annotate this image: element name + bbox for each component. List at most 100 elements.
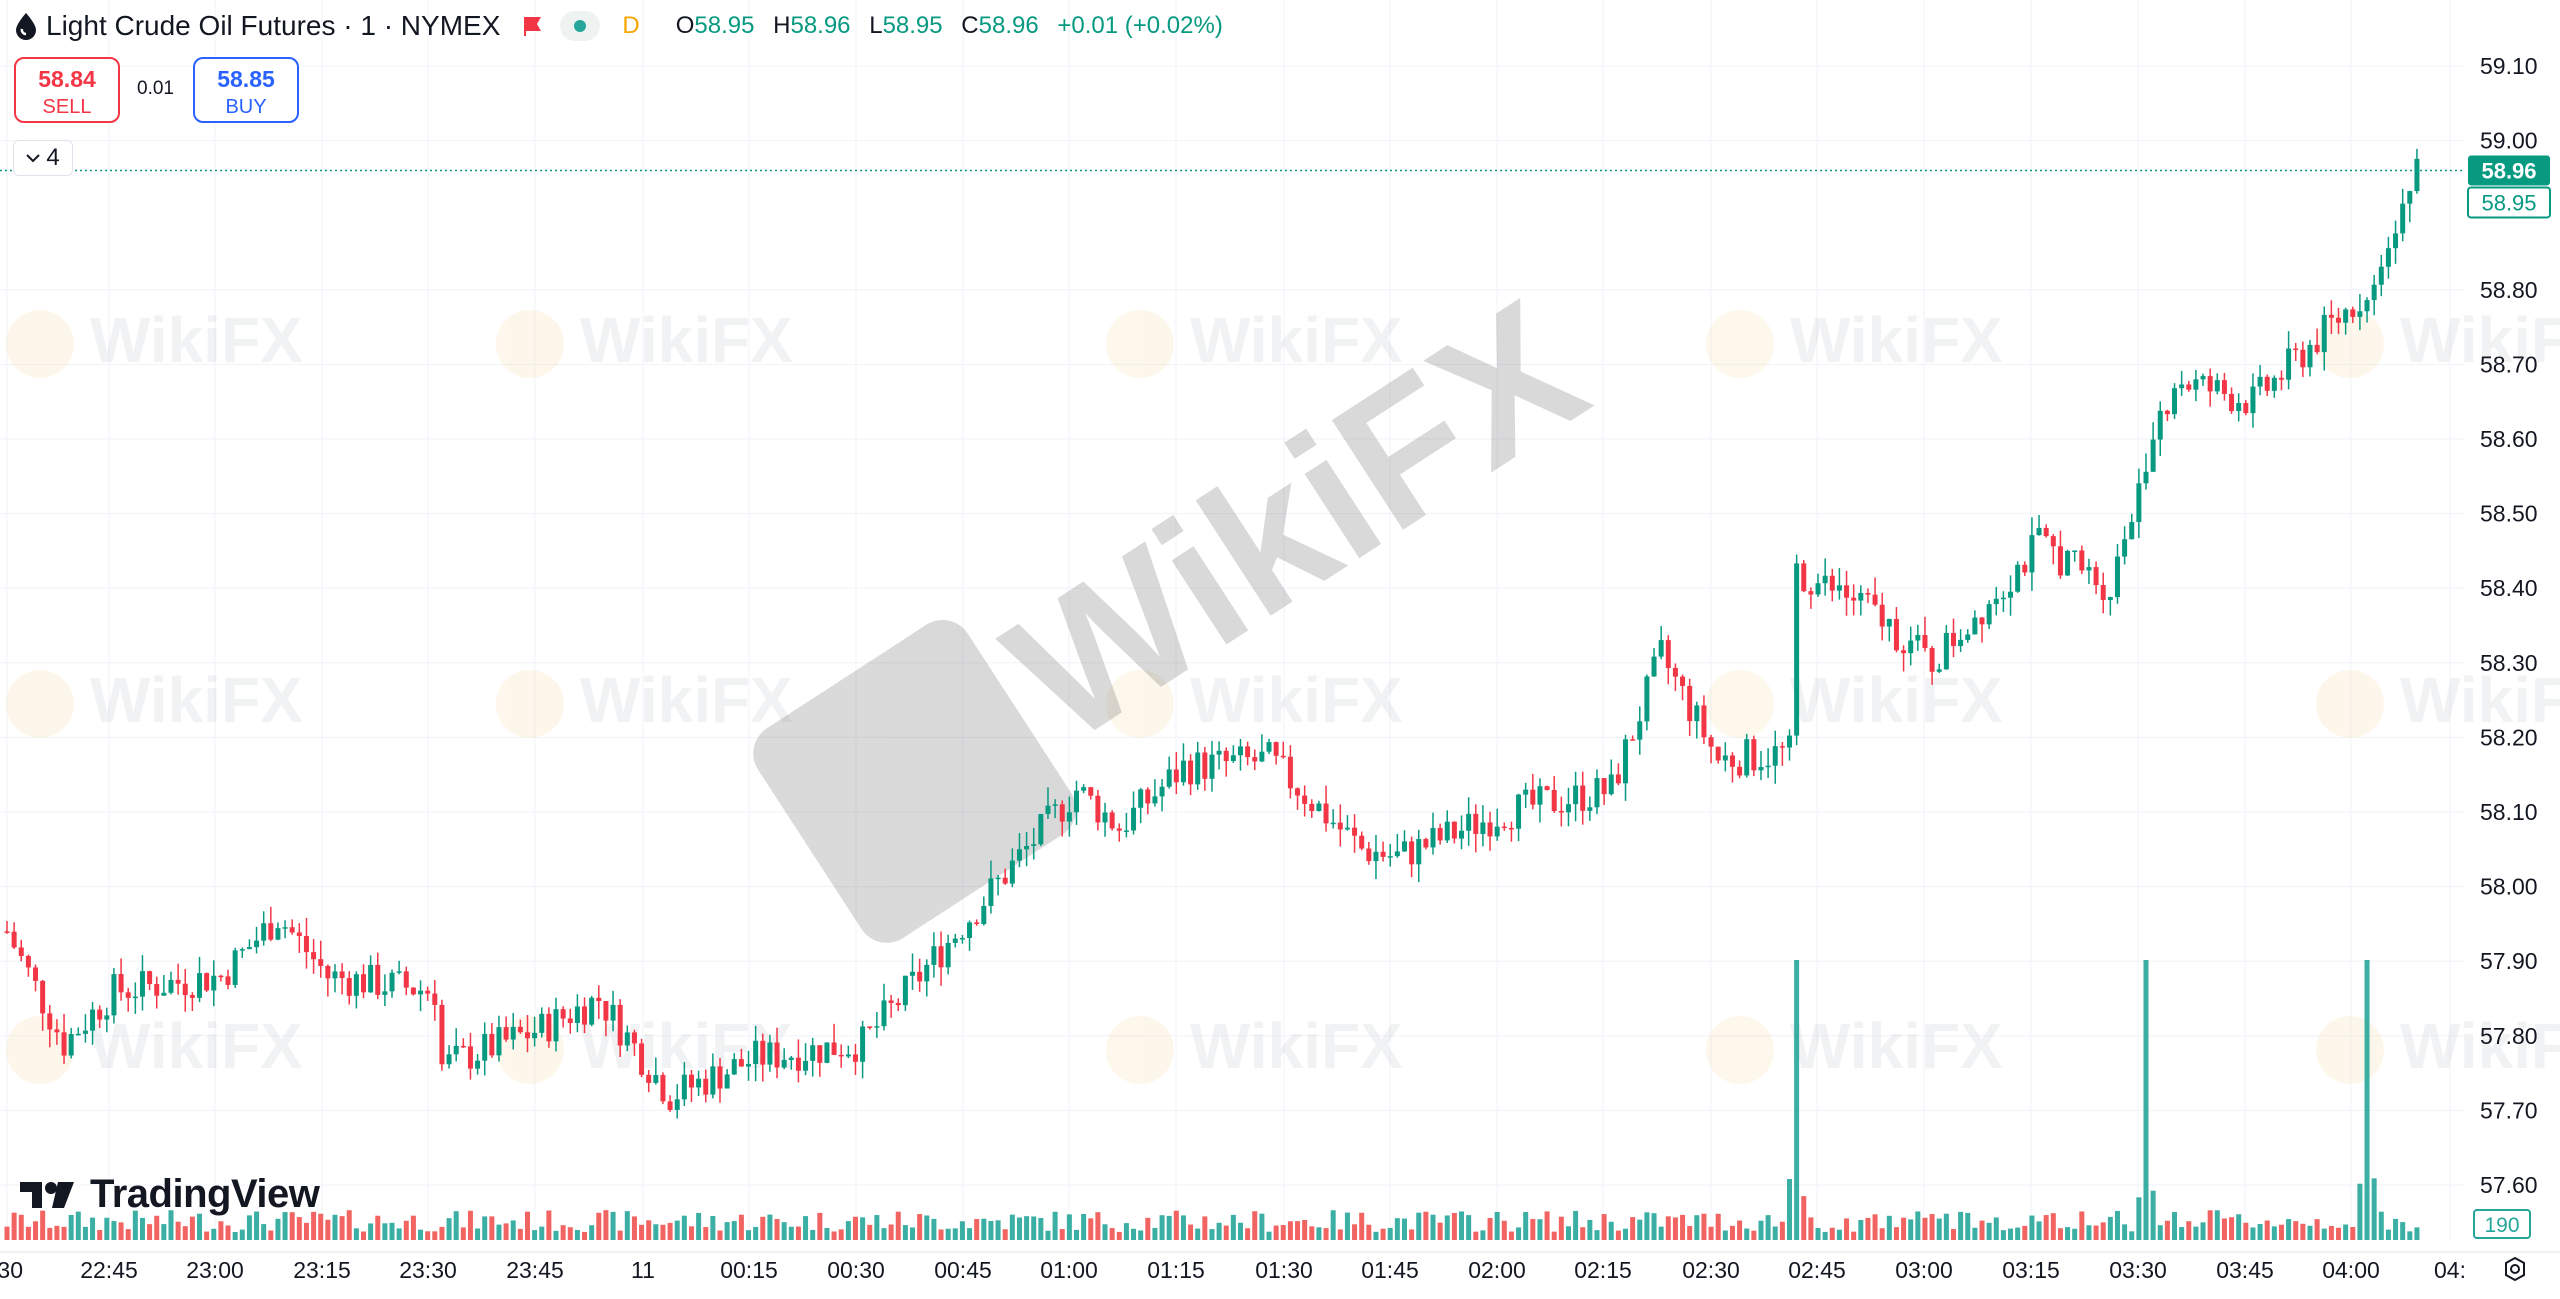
volume-bar — [1665, 1216, 1671, 1240]
volume-bar — [382, 1223, 388, 1240]
symbol-title[interactable]: Light Crude Oil Futures · 1 · NYMEX — [46, 10, 501, 41]
market-status-pill[interactable] — [560, 11, 601, 41]
candle-body — [952, 938, 958, 943]
volume-bar — [1922, 1217, 1928, 1240]
volume-bar — [1637, 1219, 1643, 1240]
price-tick-label-2: 58.80 — [2480, 277, 2538, 303]
volume-bar — [1965, 1212, 1971, 1240]
tradingview-logo[interactable]: TradingView — [20, 1172, 320, 1217]
candle-body — [68, 1034, 74, 1056]
candle-body — [2000, 597, 2006, 600]
candle-body — [1237, 746, 1243, 756]
candle-body — [1701, 705, 1707, 738]
candle-body — [1729, 755, 1735, 767]
price-tick-label-14: 57.60 — [2480, 1172, 2538, 1198]
volume-bar — [2186, 1221, 2192, 1240]
indicators-toggle-button[interactable]: 4 — [13, 140, 73, 176]
volume-bar — [2050, 1213, 2056, 1240]
candle-body — [1516, 794, 1522, 829]
open-value: 58.95 — [694, 12, 755, 39]
volume-bar — [2114, 1210, 2120, 1240]
volume-bar — [1295, 1221, 1301, 1240]
volume-bar — [2008, 1228, 2014, 1240]
candle-body — [104, 1015, 110, 1020]
volume-bar — [275, 1218, 281, 1240]
candle-body — [2179, 384, 2185, 389]
volume-bar — [845, 1221, 851, 1240]
spread-value: 0.01 — [137, 78, 174, 99]
candle-body — [54, 1029, 60, 1033]
volume-bar — [33, 1221, 39, 1240]
candle-body — [767, 1042, 773, 1065]
buy-button[interactable]: 58.85 BUY — [193, 57, 299, 123]
candle-body — [1359, 835, 1365, 849]
volume-bar — [1516, 1227, 1522, 1240]
candle-body — [61, 1032, 67, 1056]
volume-bar — [125, 1229, 131, 1240]
price-tick-label-4: 58.60 — [2480, 426, 2538, 452]
volume-bar — [1416, 1212, 1422, 1240]
volume-bar — [1808, 1217, 1814, 1240]
volume-bar — [1858, 1219, 1864, 1240]
candle-body — [1658, 640, 1664, 657]
volume-bar — [1908, 1219, 1914, 1240]
volume-bar — [1530, 1218, 1536, 1240]
wikifx-bird-icon — [1706, 1016, 1774, 1084]
candle-body — [403, 971, 409, 988]
candle-body — [639, 1043, 645, 1075]
candle-body — [361, 974, 366, 993]
candle-body — [2057, 546, 2063, 576]
candle-body — [396, 971, 402, 973]
candle-body — [239, 949, 245, 951]
candle-body — [2314, 344, 2320, 353]
volume-bar — [1722, 1230, 1728, 1240]
volume-bar — [460, 1227, 466, 1240]
volume-bar — [147, 1224, 153, 1240]
volume-bar — [1865, 1217, 1871, 1240]
candle-body — [1323, 803, 1329, 824]
change-value: +0.01 (+0.02%) — [1057, 12, 1223, 39]
candle-body — [2150, 439, 2156, 472]
candle-body — [204, 973, 210, 991]
wikifx-watermark-text: WikiFX — [580, 664, 793, 736]
volume-bar — [1031, 1216, 1037, 1240]
wikifx-bird-icon — [2316, 1016, 2384, 1084]
wikifx-watermark-tile: WikiFX — [6, 304, 303, 378]
volume-bar — [1159, 1215, 1165, 1240]
symbol-header[interactable]: Light Crude Oil Futures · 1 · NYMEX D O5… — [14, 8, 1235, 44]
time-axis[interactable]: :30 22:45 23:00 23:15 23:30 23:45 11 00:15 00:30… — [0, 1251, 2560, 1283]
sell-button[interactable]: 58.84 SELL — [14, 57, 120, 123]
price-axis[interactable]: 59.10 59.00 58.80 58.70 58.60 58.50 58.40 58.30… — [2480, 53, 2538, 1198]
candle-body — [524, 1032, 530, 1039]
candle-body — [1202, 752, 1208, 779]
candle-body — [817, 1045, 823, 1063]
wikifx-watermark-tile: WikiFX — [2316, 664, 2560, 738]
volume-bar — [375, 1215, 381, 1240]
volume-bar — [118, 1222, 124, 1240]
volume-bar — [895, 1211, 901, 1240]
candle-body — [1950, 632, 1956, 647]
candle-body — [895, 1002, 901, 1006]
volume-bar — [1715, 1213, 1721, 1240]
candle-body — [510, 1026, 516, 1040]
candle-body — [574, 1006, 580, 1024]
wikifx-watermark-text: WikiFX — [2400, 664, 2560, 736]
candle-body — [1230, 755, 1236, 762]
volume-badge-text: 190 — [2484, 1214, 2519, 1237]
volume-bar — [1066, 1214, 1072, 1240]
chart-settings-icon[interactable] — [2502, 1256, 2528, 1282]
volume-bar — [888, 1224, 894, 1240]
market-flag-icon[interactable] — [522, 15, 544, 37]
delayed-data-badge[interactable]: D — [622, 12, 640, 39]
candle-body — [318, 959, 324, 966]
volume-bar — [1273, 1225, 1279, 1240]
candle-body — [1109, 812, 1115, 829]
candle-body — [517, 1026, 523, 1033]
candle-body — [2371, 284, 2377, 301]
volume-bar — [1245, 1228, 1251, 1240]
volume-bar — [1002, 1229, 1008, 1240]
volume-bar — [1045, 1230, 1051, 1240]
volume-bar — [2015, 1227, 2021, 1240]
volume-bar — [660, 1224, 666, 1240]
